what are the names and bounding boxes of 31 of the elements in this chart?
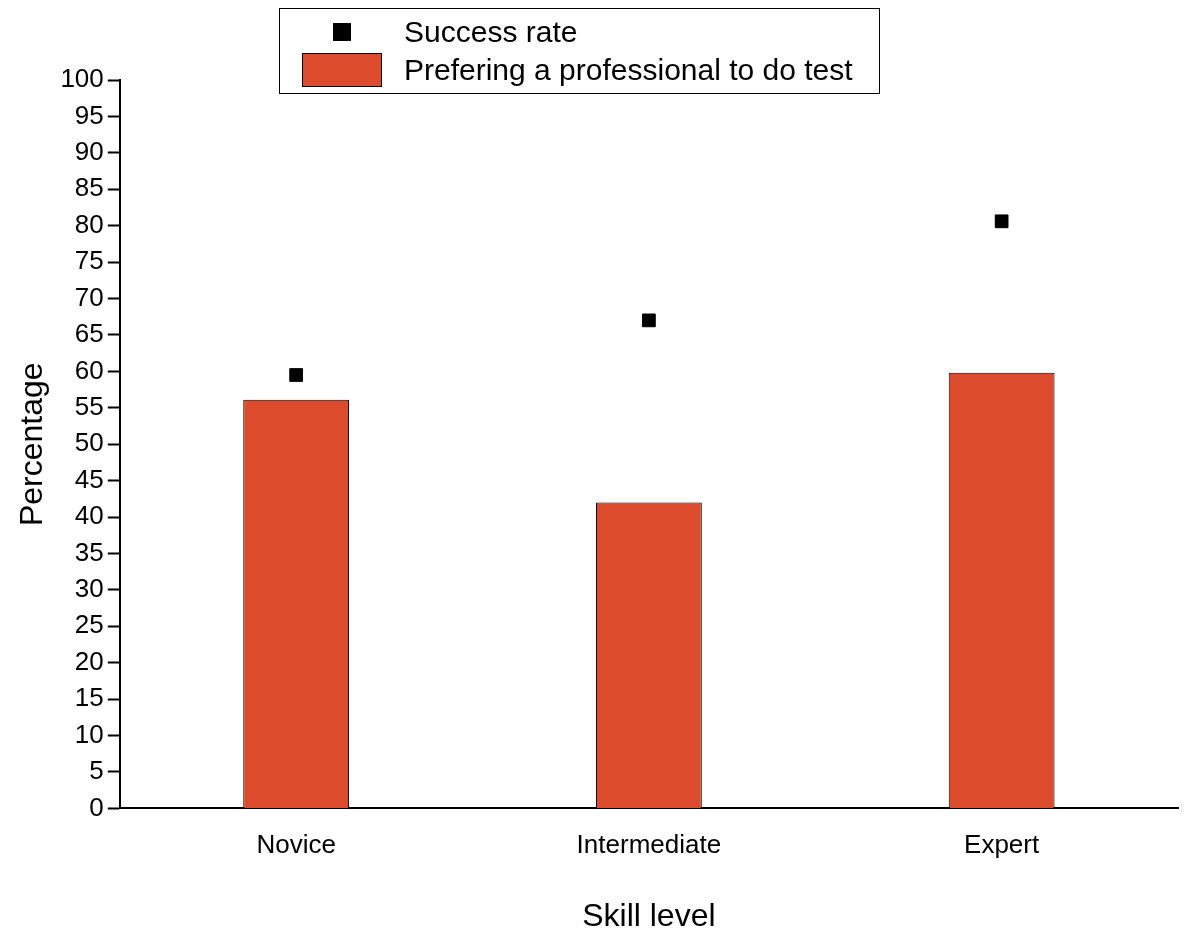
y-tick-label: 10 bbox=[74, 718, 104, 749]
y-tick-label: 100 bbox=[60, 63, 104, 94]
x-tick-label: Expert bbox=[964, 829, 1040, 860]
legend-label: Prefering a professional to do test bbox=[404, 53, 853, 87]
y-tick-label: 30 bbox=[74, 573, 104, 604]
y-tick-label: 70 bbox=[74, 281, 104, 312]
point bbox=[994, 214, 1009, 229]
y-tick-label: 95 bbox=[74, 99, 104, 130]
x-tick-label: Novice bbox=[256, 829, 336, 860]
y-tick-label: 5 bbox=[89, 755, 104, 786]
y-tick-label: 80 bbox=[74, 208, 104, 239]
y-tick-label: 25 bbox=[74, 609, 104, 640]
y-tick-label: 85 bbox=[74, 172, 104, 203]
y-axis-title: Percentage bbox=[13, 362, 50, 527]
x-axis-title: Skill level bbox=[582, 896, 716, 933]
y-tick-label: 75 bbox=[74, 245, 104, 276]
y-tick-label: 15 bbox=[74, 682, 104, 713]
y-tick-label: 65 bbox=[74, 318, 104, 349]
y-tick-label: 90 bbox=[74, 136, 104, 167]
y-tick-label: 45 bbox=[74, 463, 104, 494]
y-tick-label: 20 bbox=[74, 645, 104, 676]
point bbox=[642, 313, 656, 328]
y-tick-label: 35 bbox=[74, 536, 104, 567]
x-tick-label: Intermediate bbox=[576, 829, 722, 860]
y-tick-label: 40 bbox=[74, 500, 104, 531]
legend-label: Success rate bbox=[404, 15, 578, 49]
point bbox=[289, 368, 304, 382]
y-tick-label: 0 bbox=[89, 791, 104, 822]
y-tick-label: 60 bbox=[74, 354, 104, 385]
y-tick-label: 55 bbox=[74, 390, 104, 421]
y-tick-label: 50 bbox=[74, 427, 104, 458]
